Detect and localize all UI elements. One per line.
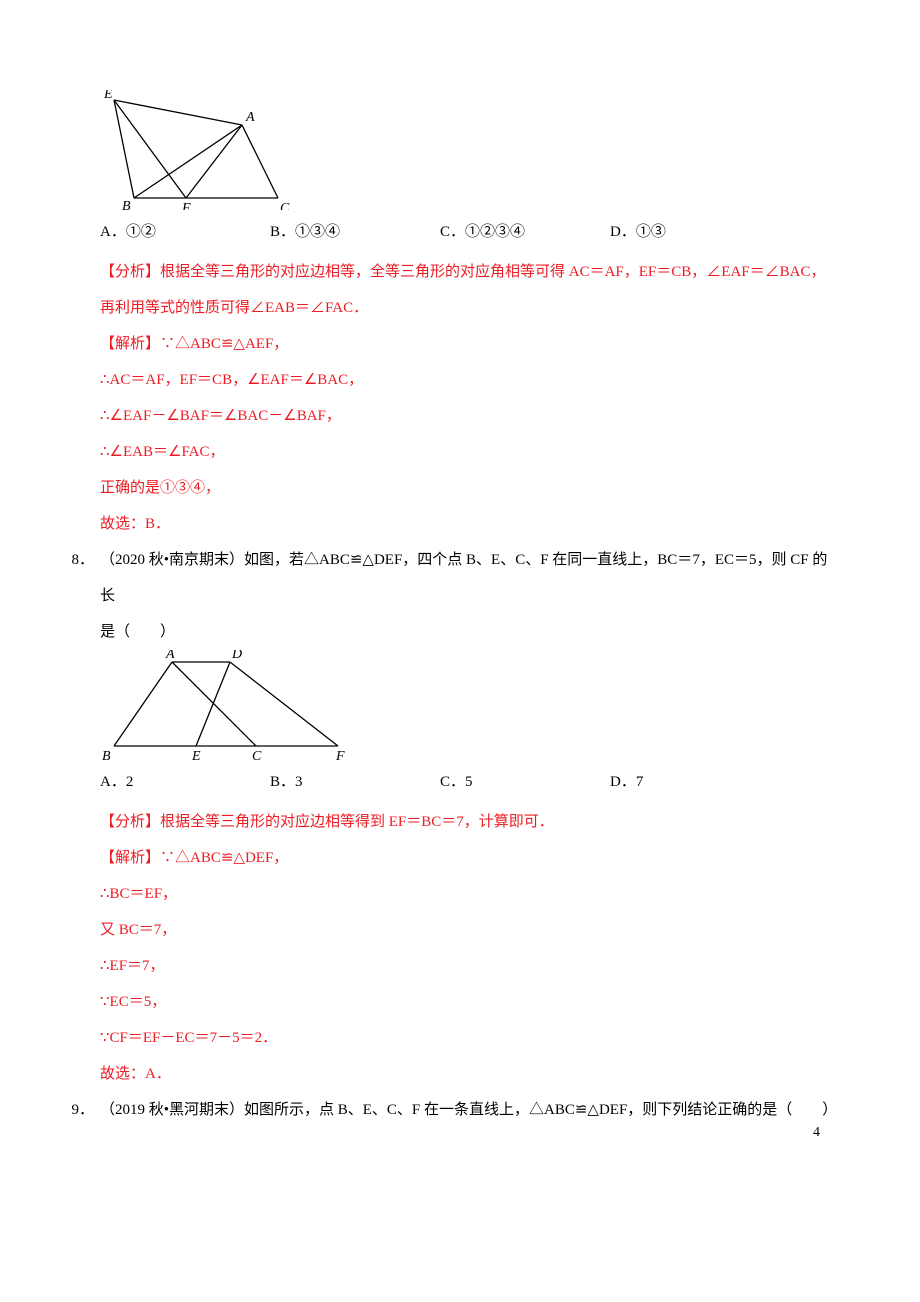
q7-solution-l3: ∴∠EAB＝∠FAC， [100,434,830,470]
q8-option-b: B．3 [270,764,440,800]
q8-solution-l2: 又 BC＝7， [100,912,830,948]
q7-solution-l1: ∴AC＝AF，EF＝CB，∠EAF＝∠BAC， [100,362,830,398]
q7-options: A．①② B．①③④ C．①②③④ D．①③ [100,214,830,250]
svg-text:E: E [191,749,201,760]
q8-options: A．2 B．3 C．5 D．7 [100,764,830,800]
q7-analysis-line1: 【分析】根据全等三角形的对应边相等，全等三角形的对应角相等可得 AC＝AF，EF… [100,254,830,290]
q8-stem-line1: （2020 秋•南京期末）如图，若△ABC≌△DEF，四个点 B、E、C、F 在… [100,552,827,604]
q9-problem: 9． （2019 秋•黑河期末）如图所示，点 B、E、C、F 在一条直线上，△A… [60,1092,830,1128]
page-number: 4 [813,1116,820,1150]
q8-solution-l1: ∴BC＝EF， [100,876,830,912]
q8-solution-l5: ∵CF＝EF－EC＝7－5＝2． [100,1020,830,1056]
q7-option-c: C．①②③④ [440,214,610,250]
q7-figure: E A B F C [100,90,830,210]
svg-text:B: B [122,199,131,210]
q8-option-c: C．5 [440,764,610,800]
q8-stem-line2: 是（ ） [100,614,830,650]
q8-option-a: A．2 [100,764,270,800]
q8-answer: 故选：A． [100,1056,830,1092]
svg-text:C: C [252,749,262,760]
q7-solution-head: 【解析】∵△ABC≌△AEF， [100,326,830,362]
svg-text:A: A [165,650,175,662]
q7-answer: 故选：B． [100,506,830,542]
svg-text:D: D [231,650,242,662]
q8-solution-l4: ∵EC＝5， [100,984,830,1020]
q9-number: 9． [60,1092,100,1128]
svg-text:C: C [280,201,290,210]
q7-option-b: B．①③④ [270,214,440,250]
q7-solution-l4: 正确的是①③④， [100,470,830,506]
svg-text:B: B [102,749,111,760]
q8-option-d: D．7 [610,764,780,800]
q7-option-d: D．①③ [610,214,780,250]
q8-solution-head: 【解析】∵△ABC≌△DEF， [100,840,830,876]
svg-text:A: A [245,110,255,125]
q7-analysis-line2: 再利用等式的性质可得∠EAB＝∠FAC． [100,290,830,326]
svg-text:F: F [335,749,345,760]
q7-diagram: E A B F C [100,90,310,210]
q7-option-a: A．①② [100,214,270,250]
q8-number: 8． [60,542,100,614]
q8-solution-l3: ∴EF＝7， [100,948,830,984]
q8-problem: 8． （2020 秋•南京期末）如图，若△ABC≌△DEF，四个点 B、E、C、… [60,542,830,614]
q7-solution-l2: ∴∠EAF－∠BAF＝∠BAC－∠BAF， [100,398,830,434]
q8-diagram: A D B E C F [100,650,370,760]
q9-stem: （2019 秋•黑河期末）如图所示，点 B、E、C、F 在一条直线上，△ABC≌… [100,1102,837,1118]
svg-text:E: E [103,90,113,102]
q8-analysis: 【分析】根据全等三角形的对应边相等得到 EF＝BC＝7，计算即可． [100,804,830,840]
svg-text:F: F [181,201,191,210]
q8-figure: A D B E C F [100,650,830,760]
